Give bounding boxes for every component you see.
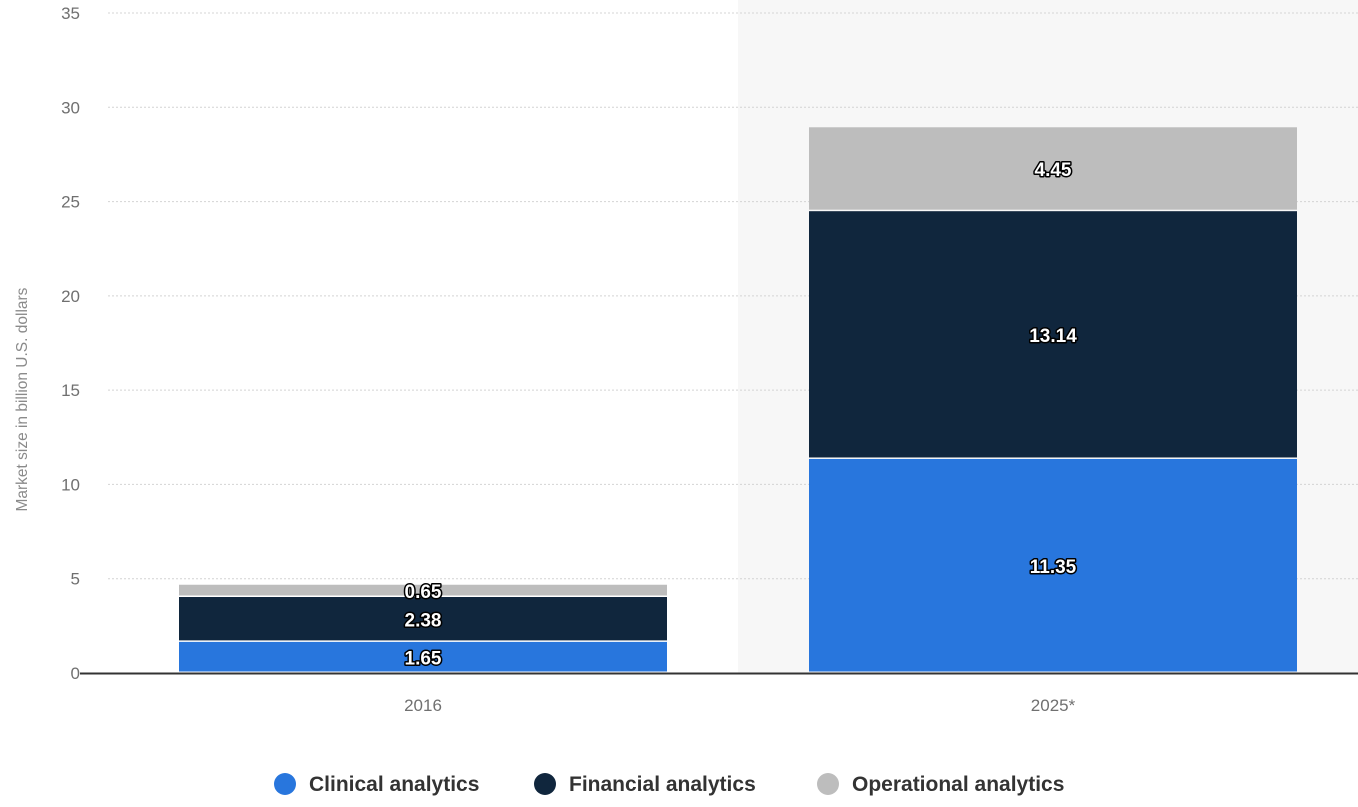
data-label-clinical-analytics-2016: 1.65 [405,648,442,669]
legend-label-financial-analytics: Financial analytics [569,773,756,796]
legend-marker-operational-analytics [817,773,839,795]
legend-label-clinical-analytics: Clinical analytics [309,773,479,796]
legend: Clinical analytics Financial analytics Ope… [274,773,1064,796]
legend-marker-financial-analytics [534,773,556,795]
legend-marker-clinical-analytics [274,773,296,795]
data-label-financial-analytics-2025f: 13.14 [1029,326,1077,347]
y-tick-label-0: 0 [71,664,80,683]
y-tick-label-15: 15 [61,381,80,400]
x-axis-ticks: 2016 2025* [404,696,1076,715]
x-tick-label-2025f: 2025* [1031,696,1076,715]
legend-item-operational-analytics: Operational analytics [817,773,1064,796]
legend-item-clinical-analytics: Clinical analytics [274,773,479,796]
y-tick-label-5: 5 [71,570,80,589]
legend-label-operational-analytics: Operational analytics [852,773,1064,796]
y-tick-label-10: 10 [61,475,80,494]
data-label-clinical-analytics-2025f: 11.35 [1030,557,1077,578]
y-tick-label-25: 25 [61,193,80,212]
legend-item-financial-analytics: Financial analytics [534,773,756,796]
data-label-operational-analytics-2016: 0.65 [405,582,442,603]
y-tick-label-35: 35 [61,4,80,23]
x-tick-label-2016: 2016 [404,696,442,715]
data-label-financial-analytics-2016: 2.38 [405,610,442,631]
data-label-operational-analytics-2025f: 4.45 [1035,160,1072,181]
y-tick-label-30: 30 [61,98,80,117]
y-tick-label-20: 20 [61,287,80,306]
y-axis-ticks: 0 5 10 15 20 25 30 35 [61,4,80,683]
y-axis-title: Market size in billion U.S. dollars [14,287,31,511]
